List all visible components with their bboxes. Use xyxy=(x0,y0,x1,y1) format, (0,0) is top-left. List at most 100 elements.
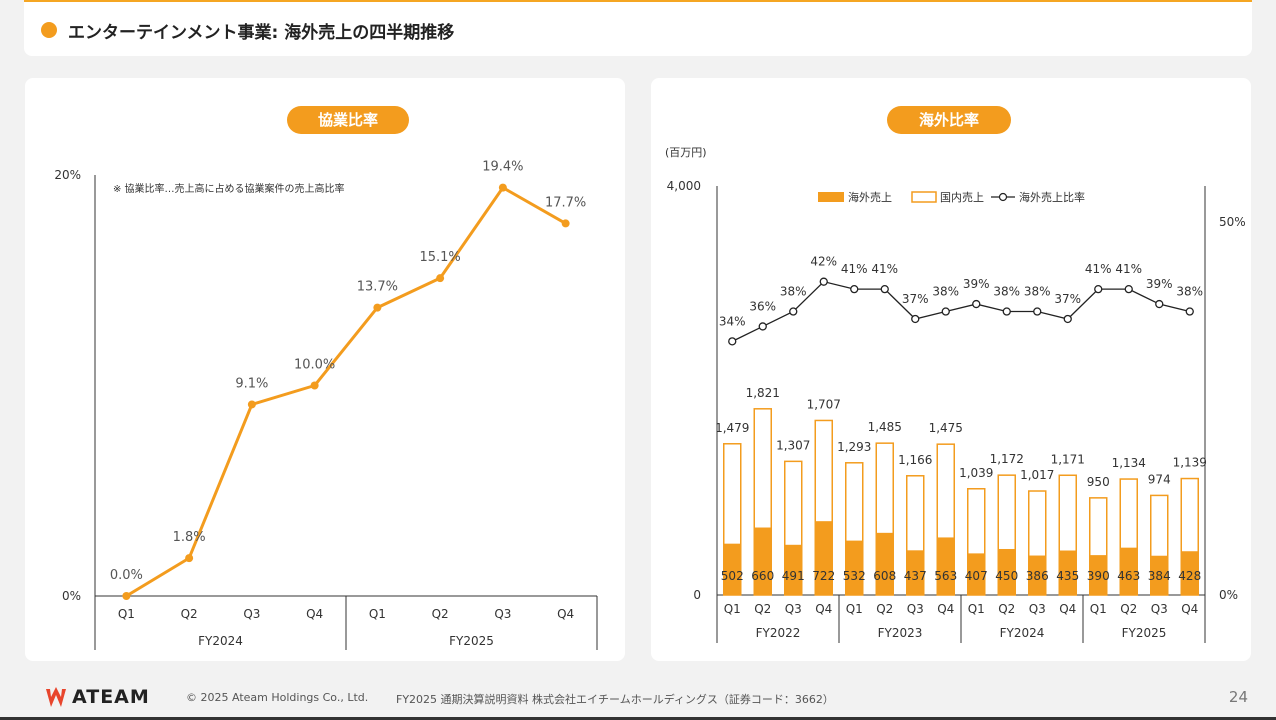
data-point xyxy=(310,381,319,390)
overseas-label: 532 xyxy=(843,569,866,583)
ratio-point xyxy=(758,322,767,331)
ratio-point xyxy=(1063,314,1072,324)
data-point xyxy=(247,400,256,409)
collab-ratio-chart: 0% 20% ※ 協業比率…売上高に占める協業案件の売上高比率 Q1 Q2 Q3 Q4 Q1 Q… xyxy=(54,160,598,650)
overseas-bar xyxy=(906,550,924,595)
group-label: FY2024 xyxy=(1000,626,1045,640)
total-label: 974 xyxy=(1148,472,1171,486)
header-bar: エンターテインメント事業: 海外売上の四半期推移 xyxy=(24,0,1252,56)
overseas-bar xyxy=(876,532,894,595)
overseas-bar xyxy=(1181,551,1199,595)
x-tick-label: Q2 xyxy=(432,607,449,621)
footer-rule xyxy=(0,717,1276,720)
x-tick-label: Q2 xyxy=(181,607,198,621)
overseas-label: 386 xyxy=(1026,569,1049,583)
overseas-ratio-panel: 海外比率 (百万円) 4,000 0 50% 0% 海外売上 国内売上 海外売上比率 1,479… xyxy=(651,78,1251,661)
chart-note: ※ 協業比率…売上高に占める協業案件の売上高比率 xyxy=(113,182,345,195)
overseas-bar xyxy=(1028,555,1046,595)
x-tick-label: Q1 xyxy=(724,602,741,616)
unit-label: (百万円) xyxy=(665,146,707,159)
data-point xyxy=(185,554,194,563)
x-tick-label: Q2 xyxy=(876,602,893,616)
overseas-bar xyxy=(937,537,955,595)
overseas-label: 437 xyxy=(904,569,927,583)
x-tick-label: Q3 xyxy=(785,602,802,616)
total-label: 1,166 xyxy=(898,453,932,467)
overseas-ratio-line xyxy=(731,280,1190,342)
data-label: 13.7% xyxy=(357,280,398,295)
total-label: 1,475 xyxy=(929,421,963,435)
ratio-label: 38% xyxy=(780,285,807,299)
total-label: 1,139 xyxy=(1173,456,1207,470)
ratio-point xyxy=(911,314,920,324)
ratio-label: 41% xyxy=(871,262,898,276)
x-tick-label: Q2 xyxy=(1120,602,1137,616)
x-tick-label: Q3 xyxy=(243,607,260,621)
x-tick-label: Q4 xyxy=(306,607,323,621)
footer: ATEAM © 2025 Ateam Holdings Co., Ltd. FY… xyxy=(0,676,1276,720)
x-tick-label: Q1 xyxy=(1090,602,1107,616)
ratio-point xyxy=(728,337,737,346)
group-label: FY2025 xyxy=(449,634,494,648)
overseas-label: 491 xyxy=(782,569,805,583)
total-label: 1,821 xyxy=(746,386,780,400)
data-label: 17.7% xyxy=(545,195,586,210)
data-point xyxy=(561,219,570,228)
data-label: 0.0% xyxy=(110,568,143,583)
ratio-label: 41% xyxy=(841,262,868,276)
overseas-label: 502 xyxy=(721,569,744,583)
ratio-label: 39% xyxy=(963,277,990,291)
x-tick-label: Q3 xyxy=(1029,602,1046,616)
ratio-point xyxy=(1124,284,1133,294)
legend-label: 海外売上 xyxy=(848,190,892,204)
ratio-label: 38% xyxy=(993,285,1020,299)
ratio-label: 38% xyxy=(1024,285,1051,299)
ratio-point xyxy=(1185,307,1194,316)
legend-swatch-domestic xyxy=(911,191,937,203)
total-label: 1,017 xyxy=(1020,468,1054,482)
overseas-label: 407 xyxy=(965,569,988,583)
overseas-bar xyxy=(1089,555,1107,595)
x-tick-label: Q1 xyxy=(846,602,863,616)
overseas-bar xyxy=(784,544,802,595)
overseas-label: 390 xyxy=(1087,569,1110,583)
ratio-label: 41% xyxy=(1085,262,1112,276)
legend-swatch-overseas xyxy=(818,192,844,202)
group-label: FY2025 xyxy=(1122,626,1167,640)
legend-swatch-ratio-marker xyxy=(998,192,1008,202)
overseas-label: 563 xyxy=(934,569,957,583)
overseas-label: 450 xyxy=(995,569,1018,583)
group-label: FY2024 xyxy=(198,634,243,648)
y-tick-label: 4,000 xyxy=(667,179,701,193)
total-label: 1,171 xyxy=(1051,452,1085,466)
group-label: FY2022 xyxy=(756,626,801,640)
overseas-label: 428 xyxy=(1178,569,1201,583)
y2-tick-label: 50% xyxy=(1219,215,1246,229)
ratio-point xyxy=(850,284,859,294)
ratio-point xyxy=(972,299,981,309)
total-label: 950 xyxy=(1087,475,1110,489)
overseas-ratio-title: 海外比率 xyxy=(887,106,1011,134)
bullet-icon xyxy=(41,22,57,38)
collab-ratio-panel: 協業比率 0% 20% ※ 協業比率…売上高に占める協業案件の売上高比率 Q1 Q2 Q3… xyxy=(25,78,625,661)
collab-ratio-title: 協業比率 xyxy=(287,106,409,134)
total-label: 1,293 xyxy=(837,440,871,454)
x-tick-label: Q2 xyxy=(754,602,771,616)
y2-tick-label: 0% xyxy=(1219,588,1238,602)
page-number: 24 xyxy=(1228,688,1248,706)
y-tick-label: 20% xyxy=(54,168,81,182)
page-title: エンターテインメント事業: 海外売上の四半期推移 xyxy=(68,23,455,43)
ratio-label: 38% xyxy=(932,285,959,299)
x-tick-label: Q4 xyxy=(1181,602,1198,616)
total-label: 1,172 xyxy=(990,452,1024,466)
ratio-label: 36% xyxy=(749,299,776,313)
total-label: 1,485 xyxy=(868,420,902,434)
overseas-label: 608 xyxy=(873,569,896,583)
x-tick-label: Q3 xyxy=(494,607,511,621)
group-label: FY2023 xyxy=(878,626,923,640)
ratio-point xyxy=(1033,307,1042,316)
ratio-label: 37% xyxy=(902,292,929,306)
ratio-label: 38% xyxy=(1176,285,1203,299)
copyright: © 2025 Ateam Holdings Co., Ltd. xyxy=(186,691,369,704)
total-label: 1,039 xyxy=(959,466,993,480)
